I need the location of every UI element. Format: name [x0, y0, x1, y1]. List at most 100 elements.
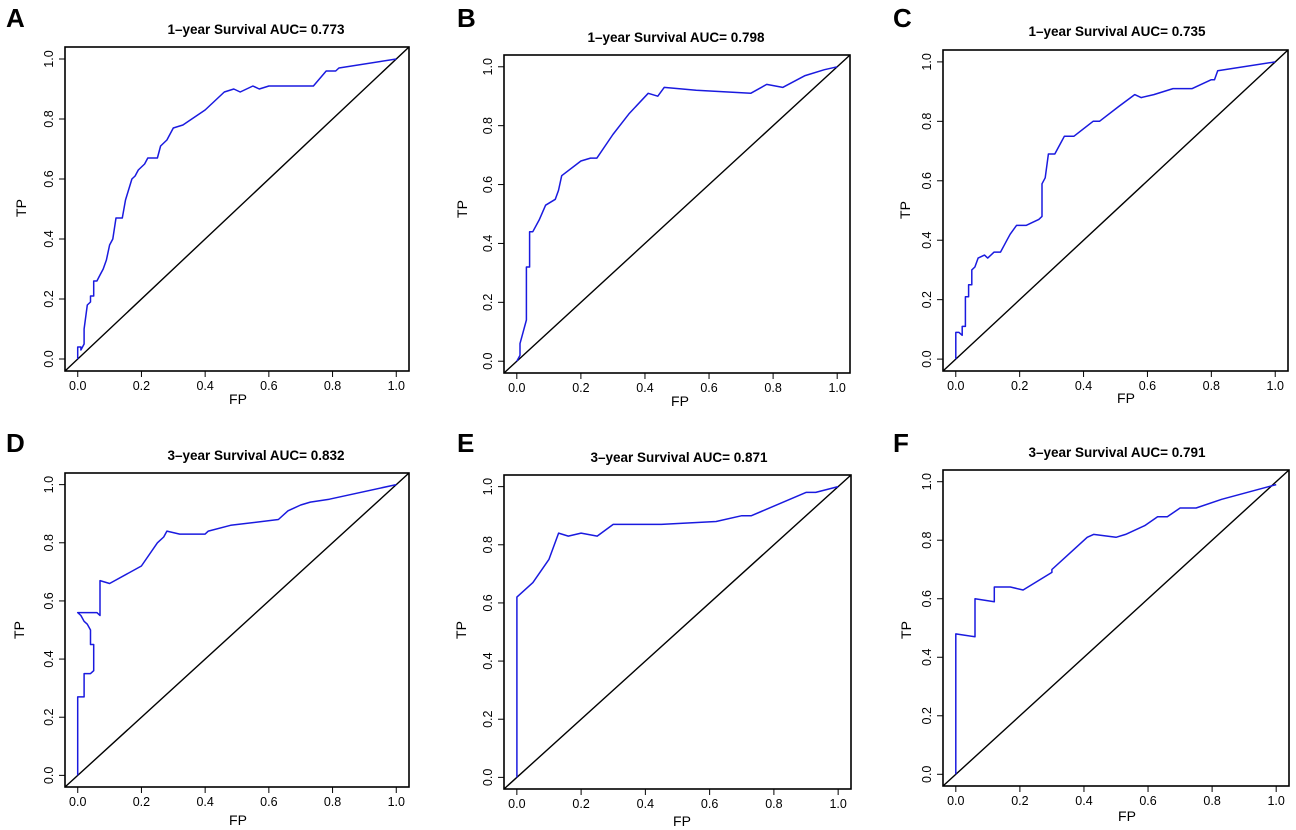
roc-panels: A 1–year Survival AUC= 0.773 0.0 0.0 0.2 0.2 0… — [6, 3, 1290, 829]
x-tick-label: 0.8 — [765, 797, 782, 811]
x-axis-label: FP — [673, 813, 691, 829]
x-axis-label: FP — [1118, 808, 1136, 824]
y-tick-label: 0.8 — [920, 531, 934, 548]
panel-letter: B — [457, 3, 476, 33]
y-tick-label: 0.0 — [920, 766, 934, 783]
roc-curve — [76, 58, 397, 359]
diagonal-reference-line — [503, 474, 852, 790]
panel-letter: E — [457, 428, 474, 458]
y-tick-label: 0.8 — [42, 534, 56, 551]
x-tick-label: 0.4 — [637, 797, 654, 811]
roc-panel-f: F 3–year Survival AUC= 0.791 0.0 0.0 0.2 0.2 0… — [893, 428, 1290, 824]
roc-curve — [516, 66, 838, 362]
y-tick-label: 0.0 — [42, 767, 56, 784]
y-tick-label: 0.6 — [920, 590, 934, 607]
x-axis-label: FP — [229, 391, 247, 407]
x-tick-label: 0.6 — [701, 797, 718, 811]
x-tick-label: 0.8 — [764, 381, 781, 395]
x-tick-label: 0.0 — [69, 379, 86, 393]
y-tick-label: 0.2 — [920, 707, 934, 724]
x-tick-label: 0.2 — [133, 379, 150, 393]
y-axis-label: TP — [11, 621, 27, 639]
roc-panel-e: E 3–year Survival AUC= 0.871 0.0 0.0 0.2 0.2 0… — [453, 428, 852, 829]
y-tick-label: 1.0 — [920, 473, 934, 490]
chart-title: 1–year Survival AUC= 0.735 — [1029, 24, 1206, 39]
x-tick-label: 0.2 — [133, 795, 150, 809]
roc-curve — [76, 483, 397, 776]
x-tick-label: 1.0 — [1267, 379, 1284, 393]
roc-curve — [955, 483, 1277, 775]
diagonal-reference-line — [942, 49, 1289, 372]
x-tick-label: 0.4 — [196, 379, 213, 393]
y-axis-label: TP — [454, 200, 470, 218]
y-tick-label: 0.2 — [481, 294, 495, 311]
y-tick-label: 1.0 — [42, 50, 56, 67]
roc-panel-b: B 1–year Survival AUC= 0.798 0.0 0.0 0.2 0.2 0… — [454, 3, 851, 409]
x-tick-label: 0.0 — [947, 794, 964, 808]
x-tick-label: 1.0 — [388, 795, 405, 809]
x-tick-label: 1.0 — [828, 381, 845, 395]
y-tick-label: 0.0 — [42, 350, 56, 367]
y-tick-label: 0.6 — [481, 176, 495, 193]
panel-letter: C — [893, 3, 912, 33]
x-axis-label: FP — [671, 393, 689, 409]
y-tick-label: 0.6 — [42, 170, 56, 187]
x-tick-label: 0.4 — [1075, 794, 1092, 808]
y-tick-label: 0.8 — [920, 113, 934, 130]
x-tick-label: 0.6 — [260, 795, 277, 809]
y-axis-label: TP — [453, 621, 469, 639]
x-axis-label: FP — [229, 812, 247, 828]
y-tick-label: 0.4 — [920, 649, 934, 666]
y-tick-label: 0.2 — [42, 290, 56, 307]
roc-panel-d: D 3–year Survival AUC= 0.832 0.0 0.0 0.2 0.2 0… — [6, 428, 410, 828]
x-tick-label: 0.6 — [1139, 794, 1156, 808]
x-tick-label: 0.6 — [1139, 379, 1156, 393]
x-tick-label: 0.0 — [947, 379, 964, 393]
y-tick-label: 0.2 — [920, 291, 934, 308]
chart-title: 1–year Survival AUC= 0.798 — [588, 30, 765, 45]
y-tick-label: 0.4 — [42, 230, 56, 247]
y-axis-label: TP — [898, 621, 914, 639]
roc-panel-a: A 1–year Survival AUC= 0.773 0.0 0.0 0.2 0.2 0… — [6, 3, 410, 407]
x-tick-label: 0.2 — [1011, 794, 1028, 808]
x-tick-label: 0.0 — [69, 795, 86, 809]
y-tick-label: 1.0 — [42, 476, 56, 493]
y-tick-label: 0.6 — [920, 172, 934, 189]
y-tick-label: 0.6 — [42, 592, 56, 609]
x-tick-label: 0.8 — [1203, 379, 1220, 393]
diagonal-reference-line — [942, 469, 1290, 787]
panel-letter: A — [6, 3, 25, 33]
y-tick-label: 0.4 — [42, 650, 56, 667]
x-axis-label: FP — [1117, 390, 1135, 406]
x-tick-label: 0.6 — [700, 381, 717, 395]
y-tick-label: 1.0 — [481, 478, 495, 495]
x-tick-label: 0.8 — [324, 795, 341, 809]
y-tick-label: 1.0 — [481, 58, 495, 75]
x-tick-label: 0.0 — [508, 381, 525, 395]
y-tick-label: 0.8 — [481, 536, 495, 553]
y-tick-label: 0.4 — [481, 652, 495, 669]
y-tick-label: 0.8 — [42, 110, 56, 127]
x-tick-label: 0.8 — [1203, 794, 1220, 808]
chart-title: 3–year Survival AUC= 0.871 — [591, 450, 768, 465]
x-tick-label: 0.2 — [572, 797, 589, 811]
x-tick-label: 0.4 — [1075, 379, 1092, 393]
y-tick-label: 0.4 — [481, 235, 495, 252]
y-tick-label: 0.2 — [481, 710, 495, 727]
chart-title: 3–year Survival AUC= 0.832 — [168, 448, 345, 463]
panel-letter: F — [893, 428, 909, 458]
chart-title: 3–year Survival AUC= 0.791 — [1029, 445, 1206, 460]
roc-curve — [955, 61, 1276, 360]
y-tick-label: 0.0 — [481, 352, 495, 369]
x-tick-label: 1.0 — [1267, 794, 1284, 808]
y-tick-label: 1.0 — [920, 53, 934, 70]
panel-letter: D — [6, 428, 25, 458]
diagonal-reference-line — [503, 54, 851, 374]
diagonal-reference-line — [64, 472, 410, 788]
x-tick-label: 0.8 — [324, 379, 341, 393]
x-tick-label: 0.4 — [196, 795, 213, 809]
y-axis-label: TP — [13, 199, 29, 217]
x-tick-label: 0.0 — [508, 797, 525, 811]
y-tick-label: 0.0 — [920, 350, 934, 367]
